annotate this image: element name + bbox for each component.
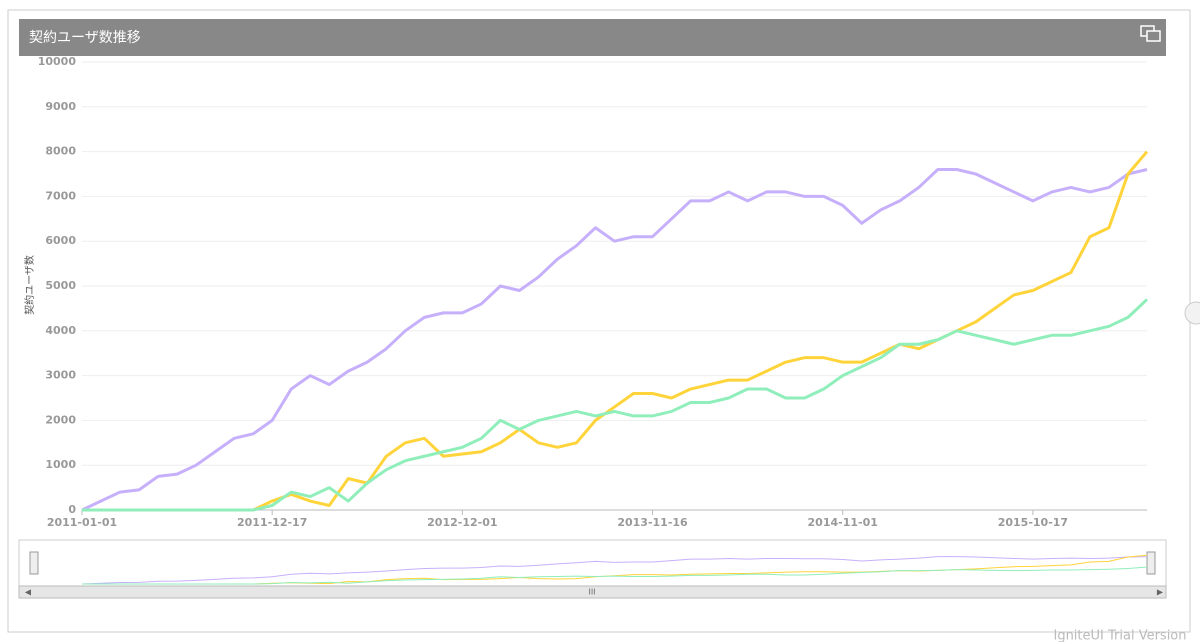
y-tick-label: 3000	[45, 369, 76, 382]
side-tab[interactable]	[1184, 301, 1200, 325]
frame	[7, 9, 1191, 633]
x-tick-label: 2011-01-01	[47, 516, 117, 529]
scroll-right[interactable]: ▶	[1157, 588, 1164, 597]
footer: IgniteUI Trial Version	[1053, 629, 1186, 642]
y-tick-label: 2000	[45, 413, 76, 426]
scroll-left[interactable]: ◀	[25, 588, 32, 597]
x-tick-label: 2012-12-01	[427, 516, 497, 529]
y-tick-label: 6000	[45, 234, 76, 247]
y-tick-label: 0	[68, 503, 76, 516]
series-line	[81, 168, 1148, 512]
y-tick-label: 1000	[45, 458, 76, 471]
x-tick-label: 2013-11-16	[617, 516, 688, 529]
overview-line	[82, 566, 1148, 585]
series-line	[82, 298, 1149, 512]
scroll-grip: III	[588, 588, 595, 597]
y-tick-label: 4000	[45, 324, 76, 337]
x-tick-label: 2014-11-01	[808, 516, 878, 529]
y-tick-label: 9000	[45, 100, 76, 113]
y-tick-label: 5000	[45, 279, 76, 292]
maximize-icon[interactable]	[1140, 25, 1161, 42]
overview-line	[81, 556, 1148, 585]
chart-title: 契約ユーザ数推移	[29, 30, 141, 46]
x-tick-label: 2015-10-17	[998, 516, 1068, 529]
range-handle[interactable]	[29, 551, 39, 575]
overview-pane	[18, 539, 1167, 587]
y-tick-label: 8000	[45, 145, 76, 158]
y-tick-label: 7000	[45, 189, 76, 202]
range-handle[interactable]	[1146, 551, 1156, 575]
header	[19, 19, 1166, 56]
scrollbar[interactable]	[18, 585, 1167, 599]
y-tick-label: 10000	[38, 55, 77, 68]
x-tick-label: 2011-12-17	[237, 516, 307, 529]
y-axis-label: 契約ユーザ数	[23, 255, 36, 315]
